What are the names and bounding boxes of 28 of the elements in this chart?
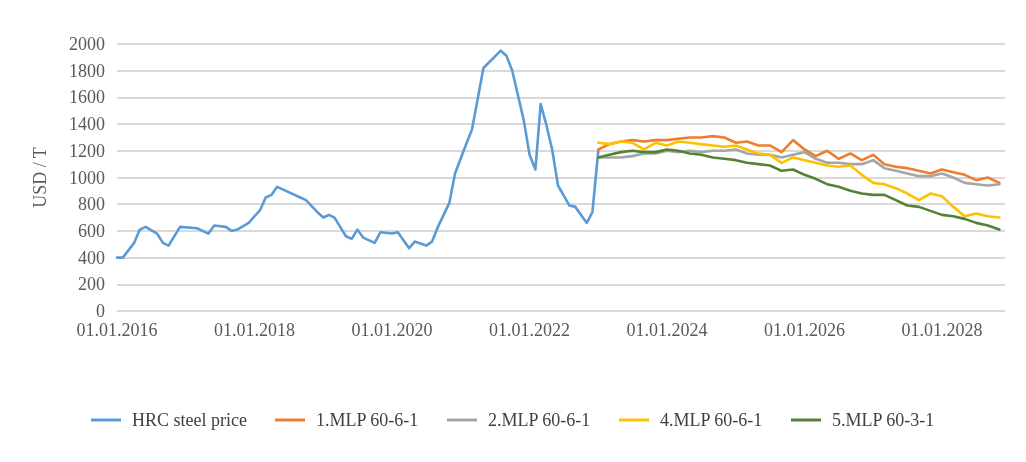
x-tick-label: 01.01.2024 [626,320,708,340]
y-tick-label: 800 [78,194,105,215]
y-tick-label: 1000 [69,167,105,188]
legend-label: HRC steel price [132,410,247,430]
line-series [596,140,1001,219]
legend-label: 2.MLP 60-6-1 [487,410,591,430]
legend-label: 4.MLP 60-6-1 [659,410,763,430]
y-tick-label: 1600 [69,87,105,108]
x-tick-label: 01.01.2020 [351,320,433,340]
y-tick-label: 1800 [69,60,105,81]
x-tick-label: 01.01.2016 [76,320,158,340]
y-axis-title: USD / T [30,147,50,208]
x-tick-label: 01.01.2022 [489,320,571,340]
y-tick-label: 600 [78,220,105,241]
y-tick-label: 1400 [69,114,105,135]
y-tick-label: 1200 [69,140,105,161]
line-series [596,134,1001,185]
y-tick-label: 200 [78,274,105,295]
x-tick-label: 01.01.2026 [764,320,846,340]
legend-label: 5.MLP 60-3-1 [831,410,935,430]
y-tick-label: 0 [96,301,105,321]
line-series [596,148,1001,231]
y-tick-label: 2000 [69,34,105,54]
x-tick-label: 01.01.2018 [214,320,296,340]
y-tick-label: 400 [78,247,105,268]
x-tick-label: 01.01.2028 [901,320,983,340]
line-series [115,49,600,259]
legend-label: 1.MLP 60-6-1 [315,410,419,430]
